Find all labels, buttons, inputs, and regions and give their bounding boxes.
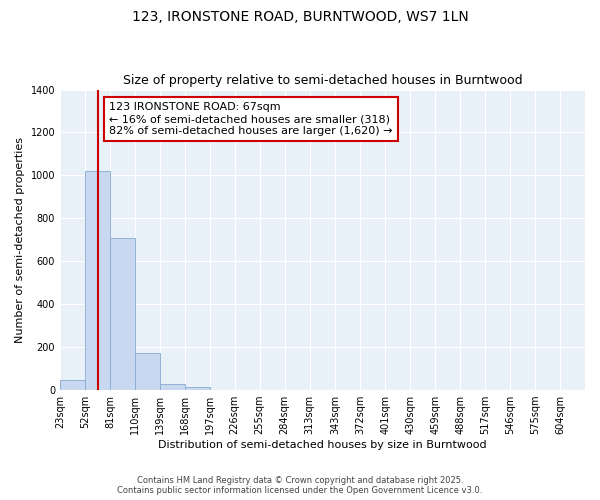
- X-axis label: Distribution of semi-detached houses by size in Burntwood: Distribution of semi-detached houses by …: [158, 440, 487, 450]
- Text: 123, IRONSTONE ROAD, BURNTWOOD, WS7 1LN: 123, IRONSTONE ROAD, BURNTWOOD, WS7 1LN: [131, 10, 469, 24]
- Bar: [110, 238, 135, 390]
- Y-axis label: Number of semi-detached properties: Number of semi-detached properties: [15, 137, 25, 343]
- Bar: [160, 384, 185, 390]
- Text: 123 IRONSTONE ROAD: 67sqm
← 16% of semi-detached houses are smaller (318)
82% of: 123 IRONSTONE ROAD: 67sqm ← 16% of semi-…: [109, 102, 392, 136]
- Bar: [135, 352, 160, 390]
- Bar: [60, 380, 85, 390]
- Bar: [185, 387, 210, 390]
- Title: Size of property relative to semi-detached houses in Burntwood: Size of property relative to semi-detach…: [123, 74, 523, 87]
- Text: Contains HM Land Registry data © Crown copyright and database right 2025.
Contai: Contains HM Land Registry data © Crown c…: [118, 476, 482, 495]
- Bar: [85, 171, 110, 390]
